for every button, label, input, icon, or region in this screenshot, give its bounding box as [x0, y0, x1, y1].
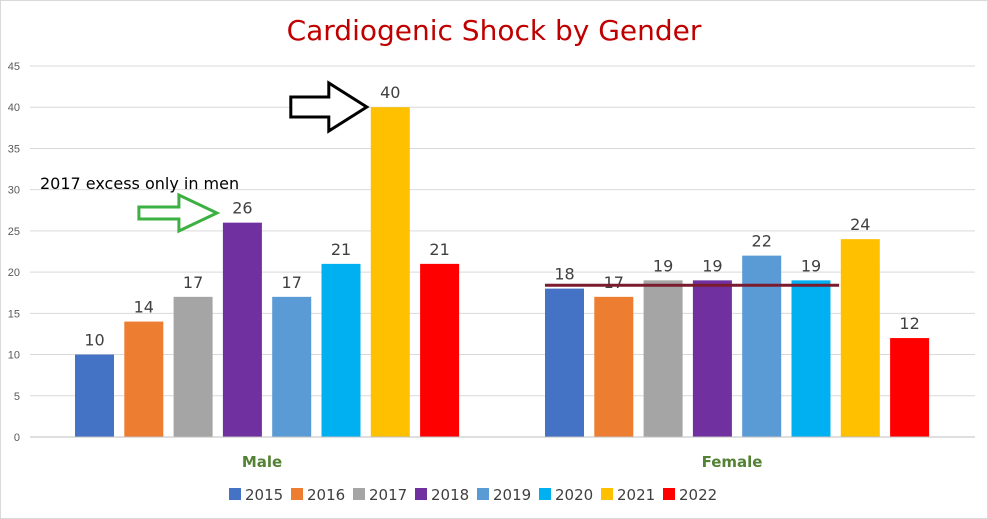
legend-swatch-2017	[353, 488, 365, 500]
legend-label-2021: 2021	[617, 486, 655, 504]
y-tick-label: 45	[8, 61, 20, 73]
data-label: 26	[232, 199, 252, 218]
bar-female-2016	[594, 296, 634, 437]
category-label-female: Female	[702, 453, 763, 471]
data-label: 19	[653, 256, 673, 275]
data-label: 10	[84, 331, 104, 350]
legend-swatch-2022	[663, 488, 675, 500]
bar-male-2015	[75, 354, 114, 437]
data-label: 12	[899, 314, 919, 333]
bar-male-2016	[124, 321, 164, 437]
bar-female-2018	[692, 280, 732, 437]
bar-female-2019	[742, 255, 782, 437]
legend-swatch-2016	[291, 488, 303, 500]
data-label: 40	[380, 83, 400, 102]
bar-female-2015	[545, 288, 584, 437]
data-label: 17	[282, 273, 302, 292]
bar-female-2022	[890, 338, 930, 437]
data-label: 22	[752, 232, 772, 251]
y-tick-label: 15	[8, 308, 20, 320]
y-tick-label: 20	[8, 267, 20, 279]
data-label: 18	[554, 265, 574, 284]
legend-swatch-2015	[229, 488, 241, 500]
axes: 0 5 10 15 20 25 30 35 40 45 Male Female	[8, 61, 975, 471]
legend-label-2016: 2016	[307, 486, 345, 504]
legend-label-2022: 2022	[679, 486, 717, 504]
data-label: 19	[801, 256, 821, 275]
chart-title: Cardiogenic Shock by Gender	[286, 14, 702, 47]
category-label-male: Male	[242, 453, 282, 471]
legend-label-2019: 2019	[493, 486, 531, 504]
legend-label-2018: 2018	[431, 486, 469, 504]
data-label: 21	[429, 240, 449, 259]
data-label: 21	[331, 240, 351, 259]
bar-female-2017	[643, 280, 683, 437]
data-labels: 10 14 17 26 17 21 40 21 18 17 19 19 22 19 24 12	[84, 83, 919, 349]
bar-male-2019	[272, 296, 312, 437]
annotations: 2017 excess only in men	[40, 80, 840, 287]
bar-female-2020	[791, 280, 831, 437]
gridlines	[30, 65, 975, 397]
y-tick-label: 5	[14, 391, 20, 403]
bar-male-2017	[173, 296, 213, 437]
data-label: 17	[183, 273, 203, 292]
y-tick-label: 25	[8, 226, 20, 238]
bar-male-2018	[222, 222, 262, 437]
y-tick-label: 35	[8, 143, 20, 155]
bar-male-2022	[420, 263, 460, 437]
legend-swatch-2020	[539, 488, 551, 500]
data-label: 17	[604, 273, 624, 292]
annotation-text: 2017 excess only in men	[40, 174, 239, 193]
legend-swatch-2018	[415, 488, 427, 500]
bar-female-2021	[840, 239, 880, 437]
legend-label-2020: 2020	[555, 486, 593, 504]
green-arrow-icon	[137, 192, 221, 234]
legend-label-2015: 2015	[245, 486, 283, 504]
data-label: 14	[134, 298, 154, 317]
bar-male-2020	[321, 263, 361, 437]
legend: 2015 2016 2017 2018 2019 2020 2021 2022	[229, 486, 717, 504]
legend-swatch-2021	[601, 488, 613, 500]
bar-male-2021	[370, 107, 410, 437]
legend-swatch-2019	[477, 488, 489, 500]
y-tick-label: 30	[8, 185, 20, 197]
y-tick-label: 40	[8, 102, 20, 114]
y-tick-label: 10	[8, 350, 20, 362]
black-arrow-icon	[289, 80, 370, 134]
data-label: 19	[702, 256, 722, 275]
y-tick-label: 0	[14, 432, 20, 444]
data-label: 24	[850, 215, 870, 234]
legend-label-2017: 2017	[369, 486, 407, 504]
